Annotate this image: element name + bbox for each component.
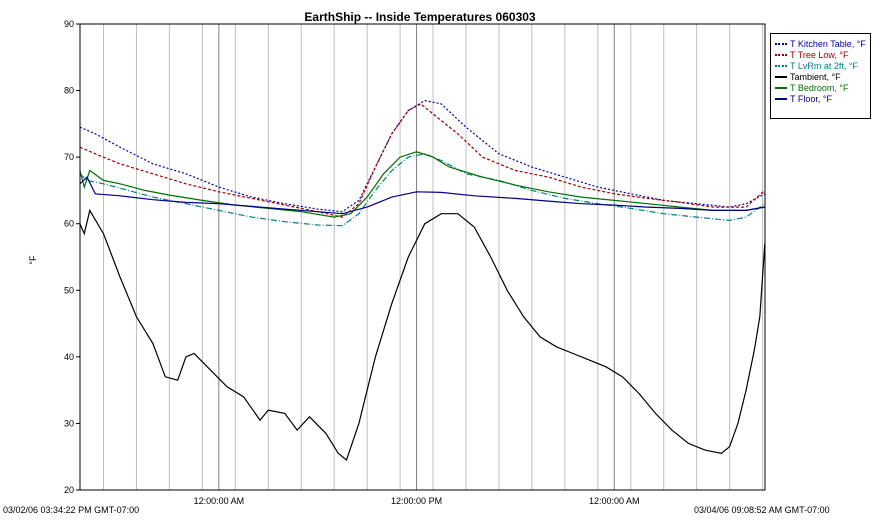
legend-swatch bbox=[775, 53, 787, 56]
legend-label: T Kitchen Table, °F bbox=[790, 38, 866, 49]
legend-item: T Kitchen Table, °F bbox=[775, 38, 870, 49]
y-tick-label: 70 bbox=[64, 152, 74, 162]
legend-swatch bbox=[775, 75, 787, 78]
series-layer bbox=[79, 99, 766, 462]
series-line-3 bbox=[79, 208, 766, 462]
legend-label: T LvRm at 2ft, °F bbox=[790, 60, 858, 71]
y-tick-label: 20 bbox=[64, 485, 74, 495]
x-axis: 12:00:00 AM 12:00:00 PM 12:00:00 AM bbox=[194, 496, 640, 506]
legend-item: Tambient, °F bbox=[775, 71, 870, 82]
legend-swatch bbox=[775, 64, 787, 67]
series-line-1 bbox=[79, 103, 766, 218]
x-tick-label: 12:00:00 AM bbox=[194, 496, 245, 506]
series-line-0 bbox=[79, 99, 766, 213]
plot-area-frame bbox=[79, 23, 766, 491]
legend-item: T LvRm at 2ft, °F bbox=[775, 60, 870, 71]
y-tick-label: 30 bbox=[64, 418, 74, 428]
legend-label: T Floor, °F bbox=[790, 93, 832, 104]
series-line-4 bbox=[79, 151, 765, 218]
legend-label: T Tree Low, °F bbox=[790, 49, 849, 60]
y-tick-label: 40 bbox=[64, 352, 74, 362]
legend-item: T Bedroom, °F bbox=[775, 82, 870, 93]
legend-label: T Bedroom, °F bbox=[790, 82, 849, 93]
series-line-2 bbox=[79, 153, 766, 227]
chart-title: EarthShip -- Inside Temperatures 060303 bbox=[304, 10, 536, 24]
legend-swatch bbox=[775, 97, 787, 100]
legend-label: Tambient, °F bbox=[790, 71, 841, 82]
grid-lines bbox=[103, 24, 764, 490]
y-axis-label: °F bbox=[28, 255, 38, 265]
y-axis: 20 30 40 50 60 70 80 90 bbox=[64, 19, 80, 495]
x-start-label: 03/02/06 03:34:22 PM GMT-07:00 bbox=[3, 505, 140, 515]
series-line-5 bbox=[79, 176, 765, 215]
legend: T Kitchen Table, °F T Tree Low, °F T LvRm … bbox=[770, 33, 871, 119]
x-tick-label: 12:00:00 AM bbox=[589, 496, 640, 506]
y-tick-label: 60 bbox=[64, 219, 74, 229]
y-tick-label: 80 bbox=[64, 86, 74, 96]
legend-swatch bbox=[775, 42, 787, 45]
legend-item: T Floor, °F bbox=[775, 93, 870, 104]
legend-item: T Tree Low, °F bbox=[775, 49, 870, 60]
legend-swatch bbox=[775, 86, 787, 89]
y-tick-label: 90 bbox=[64, 19, 74, 29]
y-tick-label: 50 bbox=[64, 285, 74, 295]
x-end-label: 03/04/06 09:08:52 AM GMT-07:00 bbox=[694, 505, 830, 515]
x-tick-label: 12:00:00 PM bbox=[391, 496, 442, 506]
